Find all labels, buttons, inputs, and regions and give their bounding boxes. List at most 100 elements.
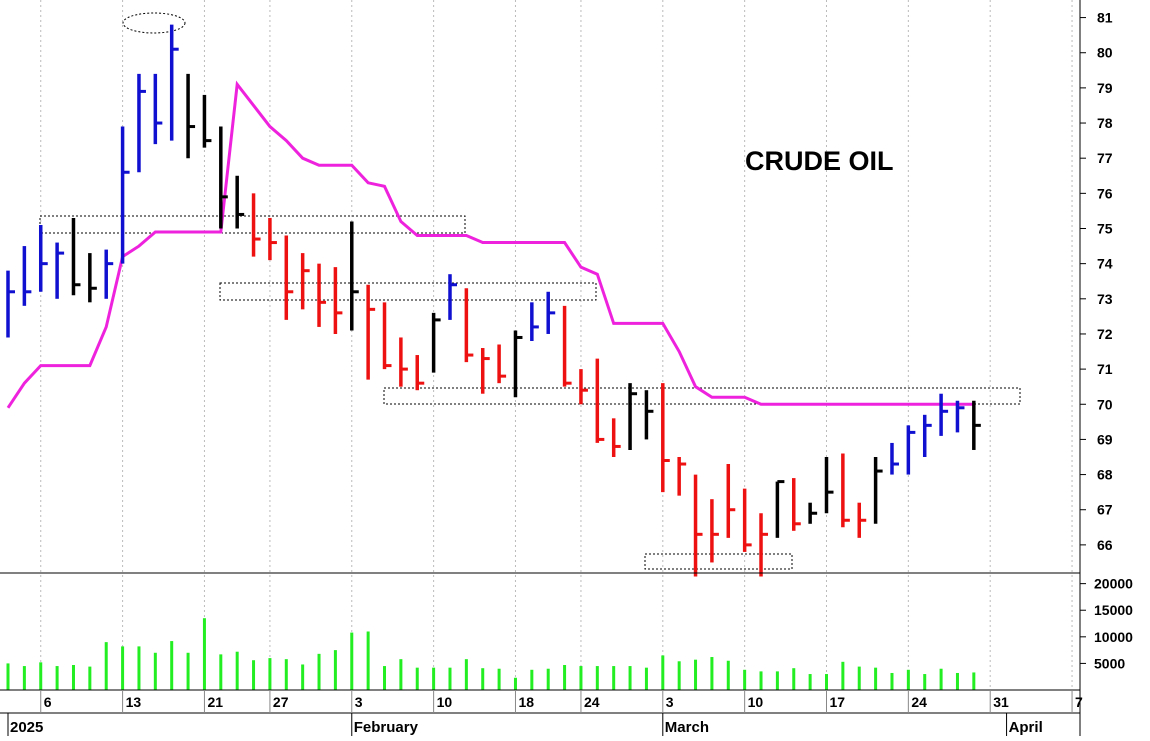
volume-bar [464,659,468,690]
range-box [383,387,1021,405]
volume-bar [137,646,141,690]
volume-bar [694,659,698,690]
volume-bar [6,663,10,690]
volume-bar [857,666,861,690]
volume-bar [481,668,485,690]
volume-bar [186,652,190,690]
volume-bar [39,662,43,690]
volume-bar [366,631,370,690]
x-tick-label: 27 [273,694,289,710]
x-tick-label: 31 [993,694,1009,710]
volume-bar [906,669,910,690]
volume-bar [71,665,75,690]
volume-bar [661,655,665,690]
volume-bar [726,660,730,690]
y-tick-label: 74 [1097,256,1113,272]
volume-bar [268,658,272,690]
y-tick-label: 75 [1097,220,1113,236]
volume-bar [399,659,403,690]
y-tick-label: 72 [1097,326,1113,342]
volume-bar [497,668,501,690]
volume-bar [55,666,59,690]
volume-bar [628,666,632,690]
volume-bar [252,660,256,690]
volume-bar [874,667,878,690]
y-tick-label: 67 [1097,502,1113,518]
month-label: March [665,719,709,736]
volume-bar [153,652,157,690]
volume-bar [121,646,125,690]
y-tick-label: 76 [1097,185,1113,201]
x-tick-label: 10 [748,694,764,710]
volume-bar [644,667,648,690]
y-tick-label: 73 [1097,291,1113,307]
x-tick-label: 17 [830,694,846,710]
y-tick-label: 66 [1097,537,1113,553]
volume-bar [955,672,959,690]
x-tick-label: 6 [44,694,52,710]
y-tick-label: 69 [1097,431,1113,447]
volume-bar [88,666,92,690]
volume-bar [202,618,206,690]
range-box [219,282,597,301]
volume-tick-label: 20000 [1094,576,1133,592]
peak-ellipse [122,12,186,34]
volume-bar [415,667,419,690]
volume-bar [432,667,436,690]
volume-bar [743,669,747,690]
x-tick-label: 24 [911,694,927,710]
volume-bar [775,671,779,690]
volume-bar [235,651,239,690]
x-tick-label: 10 [437,694,453,710]
volume-bar [301,664,305,690]
marks [6,24,981,690]
volume-bar [759,671,763,690]
volume-bar [972,672,976,690]
volume-bar [448,667,452,690]
x-tick-label: 13 [126,694,142,710]
volume-bar [383,666,387,690]
y-tick-label: 80 [1097,45,1113,61]
month-label: April [1009,719,1043,736]
volume-tick-label: 5000 [1094,655,1125,671]
volume-bar [792,668,796,690]
volume-bar [284,659,288,690]
volume-bar [595,666,599,690]
y-tick-label: 68 [1097,467,1113,483]
x-tick-label: 24 [584,694,600,710]
volume-bar [350,632,354,690]
volume-bar [546,668,550,690]
range-box [644,553,793,570]
volume-bar [104,642,108,690]
volume-bar [612,666,616,690]
volume-tick-label: 15000 [1094,602,1133,618]
volume-bar [219,654,223,690]
volume-bar [530,669,534,690]
month-label: February [354,719,419,736]
volume-bar [317,653,321,690]
month-label: 2025 [10,719,43,736]
y-tick-label: 77 [1097,150,1113,166]
x-tick-label: 3 [666,694,674,710]
volume-bar [579,666,583,690]
volume-bar [841,661,845,690]
x-tick-label: 3 [355,694,363,710]
volume-bar [923,674,927,690]
x-tick-label: 21 [207,694,223,710]
volume-bar [563,665,567,690]
volume-bar [808,674,812,690]
volume-bar [890,672,894,690]
x-tick-label: 18 [518,694,534,710]
y-tick-label: 81 [1097,10,1113,26]
volume-bar [710,657,714,690]
y-tick-label: 78 [1097,115,1113,131]
y-tick-label: 71 [1097,361,1113,377]
volume-bar [939,668,943,690]
y-tick-label: 79 [1097,80,1113,96]
volume-tick-label: 10000 [1094,629,1133,645]
x-tick-label: 7 [1075,694,1083,710]
volume-bar [22,666,26,690]
volume-bar [333,650,337,690]
